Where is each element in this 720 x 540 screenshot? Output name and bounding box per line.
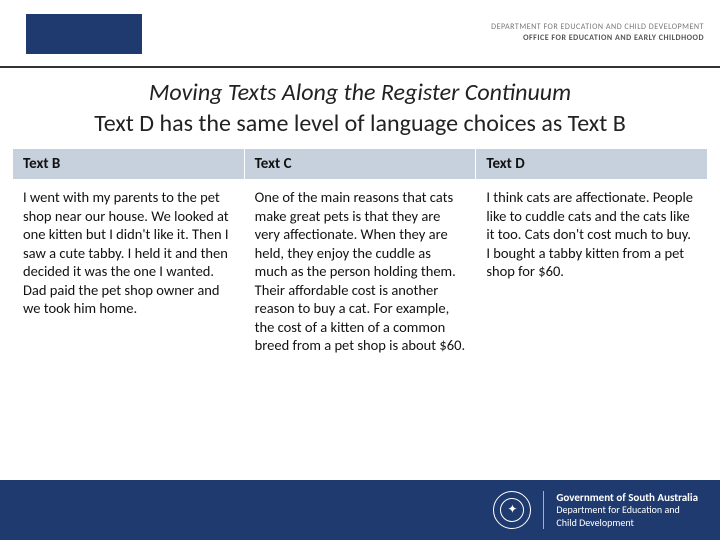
cell-text-b: I went with my parents to the pet shop n…	[13, 180, 245, 364]
dept-line-2: OFFICE FOR EDUCATION AND EARLY CHILDHOOD	[491, 33, 704, 44]
col-header-text-b: Text B	[13, 149, 245, 180]
table-row: I went with my parents to the pet shop n…	[13, 180, 708, 364]
table-header-row: Text B Text C Text D	[13, 149, 708, 180]
dept-line-1: DEPARTMENT FOR EDUCATION AND CHILD DEVEL…	[491, 22, 704, 33]
comparison-table: Text B Text C Text D I went with my pare…	[12, 148, 708, 364]
cell-text-d: I think cats are affectionate. People li…	[476, 180, 708, 364]
gov-line-1: Government of South Australia	[556, 491, 698, 505]
footer-bar: Government of South Australia Department…	[0, 480, 720, 540]
brand-block	[26, 14, 142, 54]
department-text: DEPARTMENT FOR EDUCATION AND CHILD DEVEL…	[491, 22, 704, 44]
title-line-1: Moving Texts Along the Register Continuu…	[44, 78, 676, 107]
col-header-text-c: Text C	[244, 149, 476, 180]
col-header-text-d: Text D	[476, 149, 708, 180]
title-block: Moving Texts Along the Register Continuu…	[0, 68, 720, 144]
header-bar: DEPARTMENT FOR EDUCATION AND CHILD DEVEL…	[0, 0, 720, 68]
government-crest-icon	[493, 491, 531, 529]
gov-line-3: Child Development	[556, 517, 698, 530]
government-text: Government of South Australia Department…	[543, 491, 698, 530]
cell-text-c: One of the main reasons that cats make g…	[244, 180, 476, 364]
title-line-2: Text D has the same level of language ch…	[44, 109, 676, 138]
gov-line-2: Department for Education and	[556, 504, 698, 517]
